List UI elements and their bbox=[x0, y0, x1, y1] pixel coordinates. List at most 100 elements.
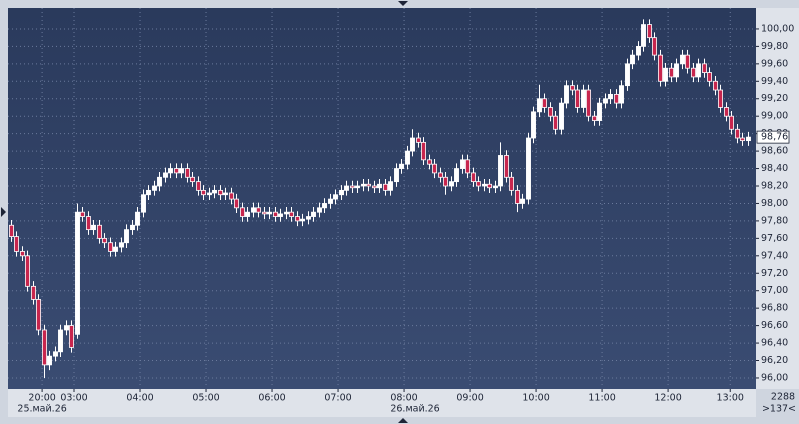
x-tick-label: 12:00 bbox=[654, 393, 681, 404]
candle-body bbox=[317, 207, 322, 213]
candle-body bbox=[240, 207, 245, 217]
candle-body bbox=[509, 176, 514, 191]
candle-body bbox=[185, 168, 190, 178]
candle-body bbox=[647, 24, 652, 39]
candle-body bbox=[553, 115, 558, 130]
candle-body bbox=[460, 159, 465, 169]
candle-body bbox=[399, 163, 404, 169]
candle-body bbox=[53, 351, 58, 357]
candle-body bbox=[355, 185, 360, 189]
candle-body bbox=[487, 183, 492, 189]
candle-body bbox=[9, 224, 14, 238]
candle-body bbox=[520, 198, 525, 204]
left-marker bbox=[1, 207, 6, 217]
candle-body bbox=[427, 159, 432, 165]
candle-body bbox=[465, 159, 470, 174]
y-tick-label: 99,80 bbox=[761, 41, 788, 52]
candle-body bbox=[570, 85, 575, 91]
candle-body bbox=[581, 89, 586, 108]
candle-body bbox=[740, 137, 745, 142]
candle-body bbox=[229, 192, 234, 200]
candle-body bbox=[680, 54, 685, 65]
candle-body bbox=[350, 185, 355, 189]
candle-body bbox=[608, 93, 613, 100]
candle-body bbox=[64, 325, 69, 331]
candle-body bbox=[157, 176, 162, 187]
candle-body bbox=[245, 211, 250, 217]
candle-body bbox=[625, 63, 630, 87]
candle-body bbox=[564, 85, 569, 104]
candle-body bbox=[31, 285, 36, 300]
candle-body bbox=[75, 211, 80, 335]
candle-body bbox=[482, 183, 487, 187]
x-tick-label: 09:00 bbox=[456, 393, 483, 404]
candle-body bbox=[80, 211, 85, 217]
candle-body bbox=[663, 67, 668, 82]
candle-body bbox=[735, 128, 740, 139]
candle-body bbox=[97, 224, 102, 239]
candle-body bbox=[388, 181, 393, 191]
candle-body bbox=[124, 229, 129, 244]
x-tick-label: 13:00 bbox=[717, 393, 744, 404]
candle-body bbox=[196, 181, 201, 191]
candle-body bbox=[377, 183, 382, 189]
x-tick-label: 06:00 bbox=[258, 393, 285, 404]
candle-body bbox=[586, 89, 591, 117]
candle-body bbox=[729, 115, 734, 130]
y-tick-label: 96,40 bbox=[761, 338, 788, 349]
candle-body bbox=[333, 194, 338, 200]
candle-body bbox=[707, 72, 712, 82]
candle-body bbox=[119, 242, 124, 248]
candle-body bbox=[25, 255, 30, 287]
candle-body bbox=[102, 237, 107, 244]
x-tick-label: 20:00 bbox=[28, 393, 55, 404]
candle-body bbox=[542, 98, 547, 108]
y-tick-label: 97,60 bbox=[761, 233, 788, 244]
candle-body bbox=[339, 189, 344, 196]
candle-body bbox=[295, 216, 300, 222]
candle-body bbox=[361, 183, 366, 187]
candle-body bbox=[746, 136, 751, 142]
y-tick-label: 97,00 bbox=[761, 285, 788, 296]
y-tick-label: 100,00 bbox=[761, 23, 794, 34]
candle-body bbox=[284, 211, 289, 215]
candle-body bbox=[207, 192, 212, 196]
candle-body bbox=[47, 355, 52, 366]
candle-body bbox=[410, 137, 415, 152]
candle-body bbox=[251, 207, 256, 213]
candle-body bbox=[537, 98, 542, 113]
candle-body bbox=[262, 211, 267, 215]
y-tick-label: 99,20 bbox=[761, 93, 788, 104]
candle-body bbox=[135, 211, 140, 226]
y-tick-label: 98,60 bbox=[761, 146, 788, 157]
candle-body bbox=[152, 185, 157, 191]
y-tick-label: 98,20 bbox=[761, 181, 788, 192]
candle-body bbox=[696, 63, 701, 78]
y-tick-label: 96,20 bbox=[761, 355, 788, 366]
candle-body bbox=[256, 207, 261, 213]
y-tick-label: 99,00 bbox=[761, 111, 788, 122]
candle-body bbox=[526, 137, 531, 200]
y-axis-panel bbox=[756, 8, 799, 389]
last-price-label: 98,76 bbox=[761, 132, 788, 143]
candle-body bbox=[449, 181, 454, 187]
top-marker bbox=[398, 1, 408, 6]
candle-body bbox=[218, 189, 223, 196]
x-tick-label: 08:00 bbox=[390, 393, 417, 404]
x-axis-panel bbox=[8, 389, 756, 417]
candle-body bbox=[141, 194, 146, 213]
candle-body bbox=[691, 67, 696, 78]
candle-body bbox=[344, 185, 349, 191]
candle-body bbox=[636, 45, 641, 56]
y-tick-label: 96,80 bbox=[761, 303, 788, 314]
candle-body bbox=[113, 246, 118, 252]
y-tick-label: 96,00 bbox=[761, 372, 788, 383]
candle-body bbox=[515, 189, 520, 204]
y-tick-label: 96,60 bbox=[761, 320, 788, 331]
x-tick-label: 05:00 bbox=[192, 393, 219, 404]
candle-body bbox=[212, 189, 217, 194]
x-tick-label: 10:00 bbox=[522, 393, 549, 404]
candle-body bbox=[559, 102, 564, 130]
candle-body bbox=[234, 198, 239, 209]
